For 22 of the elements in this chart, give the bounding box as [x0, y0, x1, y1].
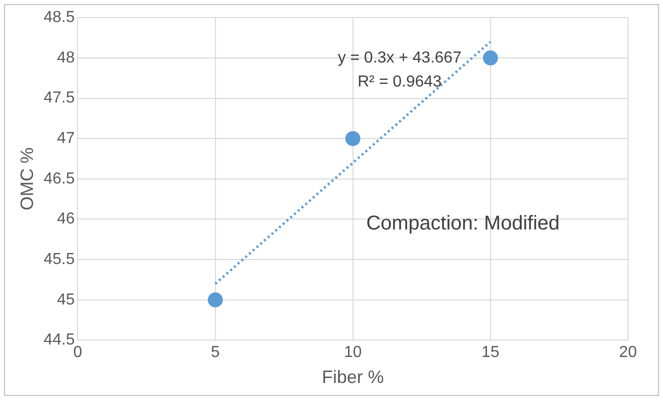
x-tick-label: 20 [619, 344, 637, 362]
x-tick-label: 15 [482, 344, 500, 362]
y-tick-label: 48 [56, 49, 75, 66]
y-tick-label: 46.5 [44, 170, 75, 188]
y-tick-label: 46 [56, 210, 75, 228]
annotation: y = 0.3x + 43.667 [338, 49, 462, 66]
y-tick-label: 45 [56, 291, 75, 308]
annotation: Compaction: Modified [366, 212, 560, 235]
y-tick-label: 44.5 [44, 332, 75, 349]
annotation: R² = 0.9643 [358, 74, 442, 91]
point [208, 292, 223, 308]
y-tick-label: 47.5 [44, 90, 75, 107]
x-tick-label: 10 [344, 344, 362, 362]
x-tick-label: 0 [73, 344, 82, 362]
y-tick-label: 47 [56, 130, 75, 147]
point [482, 50, 498, 66]
y-tick-label: 48.5 [44, 9, 75, 26]
x-axis-title: Fiber % [322, 367, 384, 388]
y-axis-title: OMC % [16, 147, 37, 210]
y-tick-label: 45.5 [44, 250, 75, 268]
x-tick-label: 5 [210, 344, 220, 362]
point [345, 131, 360, 146]
